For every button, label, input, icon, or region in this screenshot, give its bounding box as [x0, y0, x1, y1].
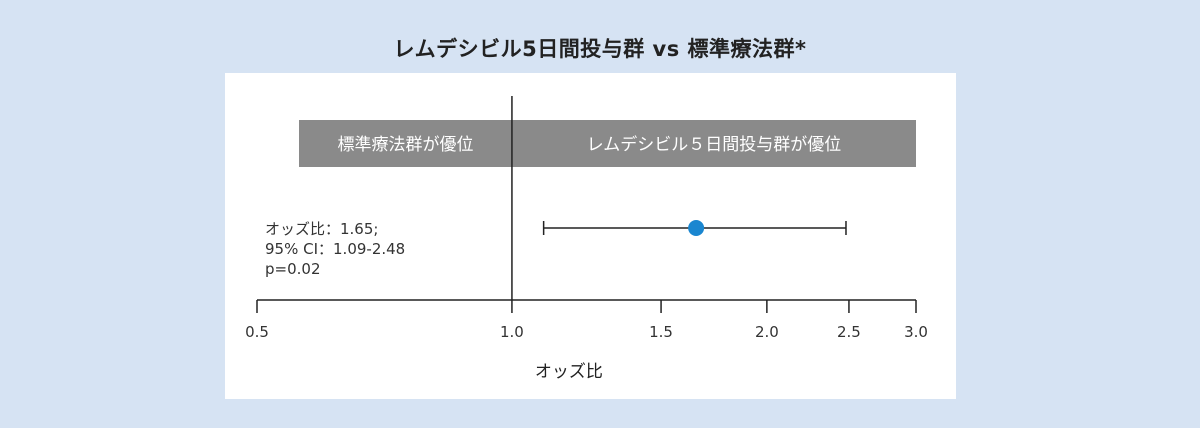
- stat-p-value: p=0.02: [265, 260, 321, 278]
- chart-title: レムデシビル5日間投与群 vs 標準療法群*: [393, 37, 807, 61]
- x-tick-label: 1.5: [649, 323, 673, 341]
- stat-odds-ratio: オッズ比：1.65;: [265, 220, 379, 238]
- x-axis-title: オッズ比: [535, 362, 603, 382]
- x-tick-label: 1.0: [500, 323, 524, 341]
- point-estimate: [688, 220, 705, 236]
- stat-confidence-interval: 95% CI：1.09-2.48: [265, 240, 406, 258]
- x-tick-label: 2.0: [755, 323, 779, 341]
- x-tick-label: 0.5: [245, 323, 269, 341]
- favors-right-band: [511, 120, 916, 167]
- x-tick-label: 3.0: [904, 323, 928, 341]
- x-tick-label: 2.5: [837, 323, 861, 341]
- favors-left-band: [299, 120, 512, 167]
- favors-left-label: 標準療法群が優位: [337, 135, 473, 155]
- favors-right-label: レムデシビル５日間投与群が優位: [587, 134, 842, 155]
- stats-block: オッズ比：1.65; 95% CI：1.09-2.48 p=0.02: [265, 219, 405, 279]
